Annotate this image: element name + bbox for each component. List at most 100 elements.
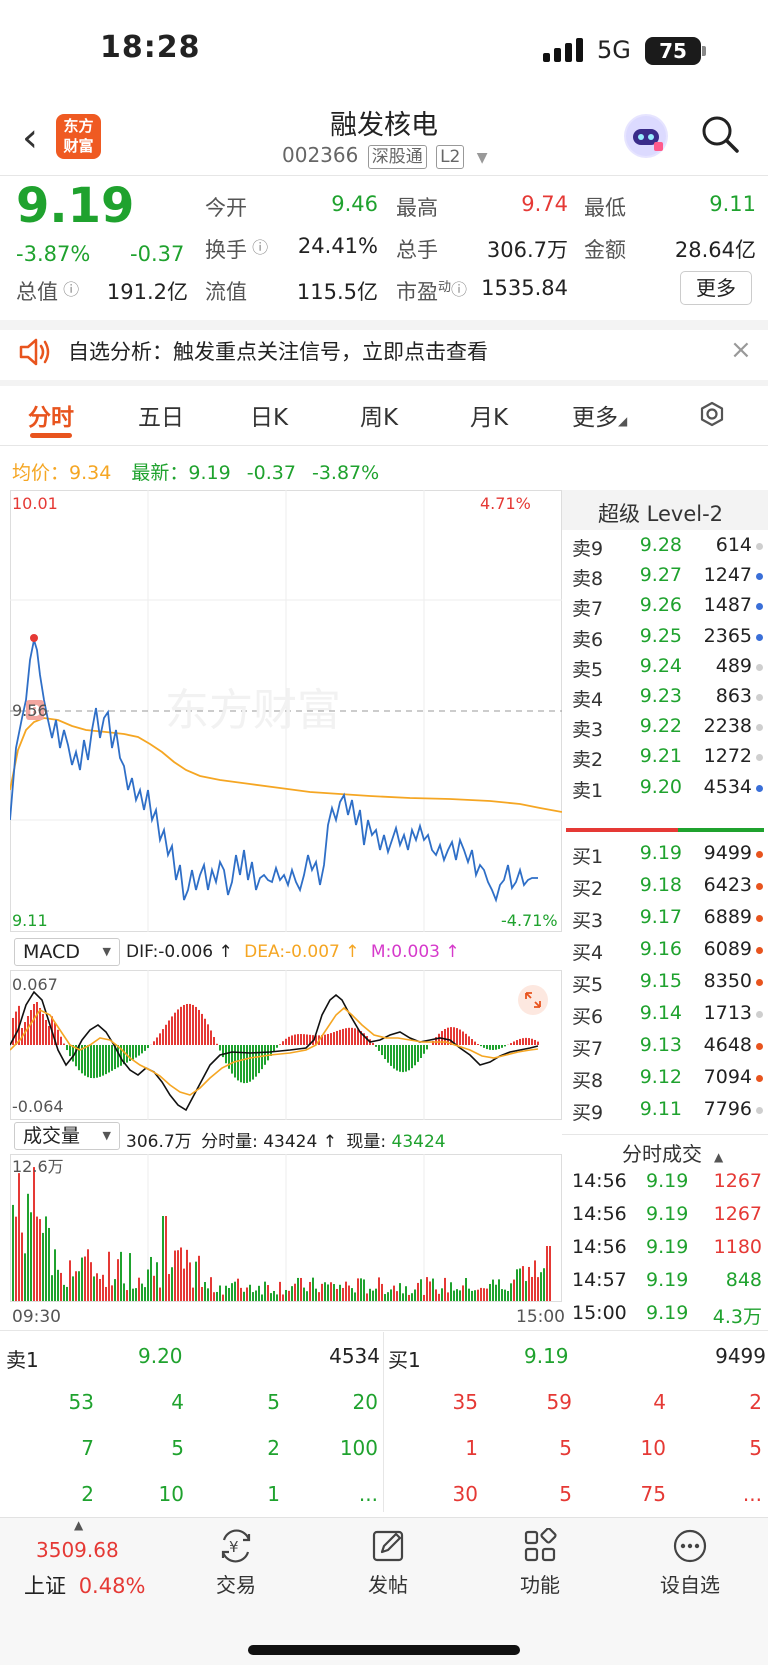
ticks-title[interactable]: 分时成交 ▲ (622, 1138, 723, 1167)
macd-bar (300, 1034, 302, 1045)
more-button[interactable]: 更多 (680, 271, 752, 305)
bid-dot-icon (756, 1011, 763, 1018)
intraday-chart[interactable]: 东方财富 B 10.01 4.71% 9.56 9.11 -4.71% (10, 490, 562, 932)
ask-price: 9.23 (639, 685, 682, 707)
volume-bar (135, 1288, 137, 1301)
volume-max-label: 12.6万 (12, 1157, 64, 1176)
volume-bar (27, 1193, 29, 1301)
close-icon[interactable]: × (730, 335, 752, 365)
expand-icon[interactable] (518, 985, 548, 1015)
volume-bar (408, 1294, 410, 1301)
nav-functions[interactable]: 功能 (490, 1527, 590, 1598)
bid-row[interactable]: 买3 9.17 6889 (570, 902, 766, 934)
macd-bar (468, 1036, 470, 1045)
bid-ratio-bar (566, 828, 678, 832)
macd-bar (390, 1045, 392, 1066)
ask-row[interactable]: 卖3 9.22 2238 (570, 711, 766, 743)
assistant-avatar-icon[interactable] (624, 114, 668, 158)
ask-row[interactable]: 卖9 9.28 614 (570, 530, 766, 562)
buy-marker-icon[interactable] (26, 700, 44, 720)
orderbook-header[interactable] (562, 490, 768, 530)
volume-bar (174, 1250, 176, 1301)
trade-icon: ¥ (221, 1529, 251, 1563)
bid-price: 9.13 (639, 1034, 682, 1056)
macd-bar (279, 1044, 281, 1045)
banner-text[interactable]: 自选分析：触发重点关注信号，立即点击查看 (68, 340, 488, 364)
bid-row[interactable]: 买6 9.14 1713 (570, 998, 766, 1030)
bid-row[interactable]: 买4 9.16 6089 (570, 934, 766, 966)
volume-select[interactable]: 成交量 ▼ (14, 1122, 120, 1150)
bid-row[interactable]: 买7 9.13 4648 (570, 1030, 766, 1062)
ask-row[interactable]: 卖7 9.26 1487 (570, 590, 766, 622)
depth-sell-vol: 4534 (329, 1344, 380, 1368)
ask-row[interactable]: 卖6 9.25 2365 (570, 621, 766, 653)
buy-depth-cell: 5 (559, 1482, 572, 1506)
ask-row[interactable]: 卖8 9.27 1247 (570, 560, 766, 592)
index-row[interactable]: 上证 0.48% (24, 1570, 145, 1600)
bid-row[interactable]: 买2 9.18 6423 (570, 870, 766, 902)
macd-bar (489, 1045, 491, 1050)
tab-more[interactable]: 更多◢ (572, 398, 627, 432)
turnover-label[interactable]: 换手 ⓘ (205, 234, 268, 264)
volume-bar (462, 1285, 464, 1301)
volume-bar (291, 1286, 293, 1301)
pe-label[interactable]: 市盈动ⓘ (396, 276, 467, 306)
ask-row[interactable]: 卖4 9.23 863 (570, 681, 766, 713)
tick-price: 9.19 (646, 1203, 689, 1225)
macd-bar (384, 1045, 386, 1060)
info-icon: ⓘ (58, 280, 80, 299)
volume-bar (510, 1283, 512, 1301)
bid-row[interactable]: 买5 9.15 8350 (570, 966, 766, 998)
ask-price: 9.24 (639, 654, 682, 677)
volume-bar (447, 1292, 449, 1301)
volume-chart[interactable]: 12.6万 (10, 1154, 562, 1302)
volume-bar (495, 1284, 497, 1301)
search-icon[interactable] (700, 114, 740, 154)
tab-monthly-k[interactable]: 月K (470, 405, 509, 431)
macd-dif-line (10, 990, 539, 1112)
mktcap-label-text: 总值 (16, 280, 58, 304)
stock-code-row[interactable]: 002366 深股通 L2 ▼ (282, 143, 488, 169)
macd-bar (432, 1040, 434, 1045)
macd-bar (186, 1003, 188, 1045)
nav-post[interactable]: 发帖 (338, 1528, 438, 1598)
ask-row[interactable]: 卖1 9.20 4534 (570, 772, 766, 804)
time-end-label: 15:00 (516, 1307, 565, 1327)
macd-chart[interactable]: 0.067 -0.064 (10, 970, 562, 1120)
macd-select[interactable]: MACD ▼ (14, 938, 120, 966)
tab-daily-k[interactable]: 日K (250, 405, 289, 431)
volume-bar (159, 1287, 161, 1301)
mktcap-label[interactable]: 总值 ⓘ (16, 276, 79, 306)
volume-bar (255, 1290, 257, 1301)
macd-bar (15, 1011, 17, 1045)
index-value[interactable]: 3509.68 (36, 1538, 119, 1562)
battery-icon: 75 (645, 37, 701, 65)
ask-dot-icon (756, 784, 763, 792)
bid-row[interactable]: 买8 9.12 7094 (570, 1062, 766, 1094)
tab-five-day[interactable]: 五日 (138, 405, 184, 431)
ask-row[interactable]: 卖5 9.24 489 (570, 651, 766, 683)
sell-depth-cell: 4 (171, 1390, 184, 1414)
bid-row[interactable]: 买1 9.19 9499 (570, 838, 766, 870)
ask-volume: 4534 (703, 775, 752, 798)
gear-icon[interactable] (696, 398, 728, 430)
avg-price-line: 均价：9.34 最新：9.19 -0.37 -3.87% (12, 458, 379, 485)
bid-row[interactable]: 买9 9.11 7796 (570, 1094, 766, 1126)
volume-bar (318, 1292, 320, 1301)
volume-bar (144, 1287, 146, 1301)
macd-bar (375, 1045, 377, 1047)
macd-bar (414, 1045, 416, 1066)
macd-bar (396, 1045, 398, 1071)
avg-value: 9.34 (69, 462, 112, 484)
volume-bar (303, 1287, 305, 1301)
stock-name: 融发核电 (330, 110, 438, 141)
ask-row[interactable]: 卖2 9.21 1272 (570, 741, 766, 773)
tab-weekly-k[interactable]: 周K (360, 405, 399, 431)
nav-trade[interactable]: ¥ 交易 (186, 1528, 286, 1598)
back-icon[interactable]: ‹ (22, 115, 38, 161)
tab-intraday[interactable]: 分时 (28, 405, 74, 431)
volume-bar (207, 1288, 209, 1301)
volume-bar (465, 1278, 467, 1301)
volume-bar (450, 1282, 452, 1301)
nav-add-watchlist[interactable]: 设自选 (640, 1528, 740, 1598)
